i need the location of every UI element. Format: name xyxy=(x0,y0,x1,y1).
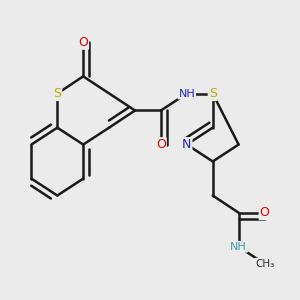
Text: O: O xyxy=(260,206,269,219)
Text: O: O xyxy=(78,36,88,49)
Text: O: O xyxy=(156,138,166,151)
Text: NH: NH xyxy=(178,88,195,99)
Text: S: S xyxy=(209,87,217,100)
Text: NH: NH xyxy=(230,242,247,252)
Text: S: S xyxy=(53,87,61,100)
Text: N: N xyxy=(182,138,191,151)
Text: CH₃: CH₃ xyxy=(255,259,274,269)
